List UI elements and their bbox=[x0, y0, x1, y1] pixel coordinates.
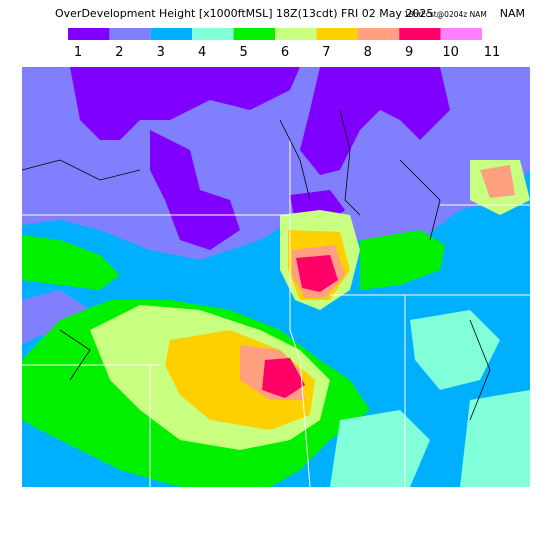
scale-label: 8 bbox=[364, 45, 372, 60]
color-swatch bbox=[440, 28, 482, 40]
color-swatch bbox=[275, 28, 317, 40]
color-swatch bbox=[150, 28, 193, 40]
field-5 bbox=[22, 235, 120, 290]
field-4 bbox=[460, 390, 530, 487]
field-4 bbox=[410, 310, 500, 390]
model-label: NAM bbox=[500, 7, 525, 20]
scale-label: 10 bbox=[442, 45, 459, 60]
scale-label: 4 bbox=[198, 45, 206, 60]
field-9 bbox=[296, 255, 338, 292]
scale-label: 6 bbox=[281, 45, 289, 60]
color-swatch bbox=[399, 28, 441, 40]
color-swatch bbox=[233, 28, 275, 40]
scale-label: 2 bbox=[115, 45, 123, 60]
state-borders bbox=[22, 140, 530, 487]
scale-label: 7 bbox=[322, 45, 330, 60]
field-1 bbox=[300, 67, 450, 175]
field-9 bbox=[262, 358, 305, 398]
scale-label: 3 bbox=[157, 45, 165, 60]
field-1 bbox=[70, 67, 300, 140]
color-scale: 1 2 3 4 5 6 7 8 9 10 11 bbox=[68, 28, 500, 60]
color-swatch bbox=[357, 28, 400, 40]
scale-label: 9 bbox=[405, 45, 413, 60]
scale-label: 1 bbox=[74, 45, 82, 60]
field-5 bbox=[360, 230, 445, 290]
title: OverDevelopment Height [x1000ftMSL] 18Z(… bbox=[55, 7, 433, 20]
color-swatch bbox=[68, 28, 110, 40]
forecast-label: 18hrFcst@0204z NAM bbox=[404, 10, 487, 19]
map bbox=[22, 67, 530, 487]
field-8 bbox=[480, 165, 515, 198]
field-1 bbox=[150, 130, 240, 250]
color-swatch bbox=[316, 28, 358, 40]
scale-label: 11 bbox=[484, 45, 501, 60]
coastlines bbox=[22, 109, 491, 421]
color-swatch bbox=[192, 28, 234, 40]
scale-label: 5 bbox=[239, 45, 247, 60]
color-swatch bbox=[109, 28, 151, 40]
